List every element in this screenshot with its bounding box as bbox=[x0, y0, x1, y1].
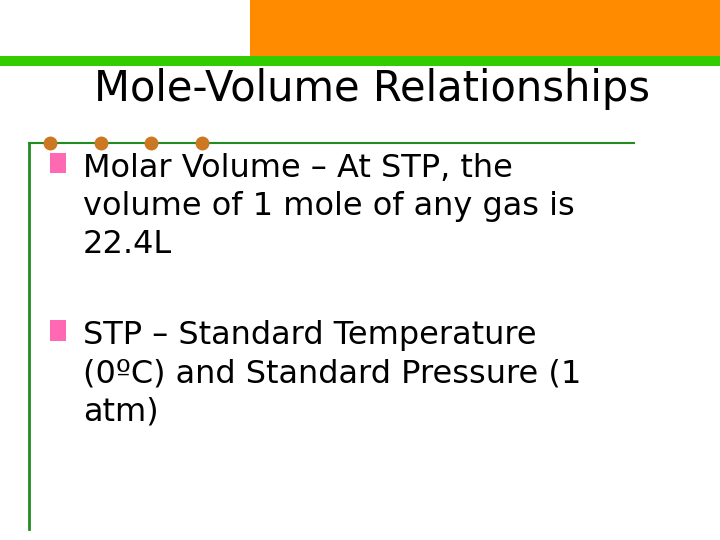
Text: STP – Standard Temperature
(0ºC) and Standard Pressure (1
atm): STP – Standard Temperature (0ºC) and Sta… bbox=[83, 320, 581, 428]
Bar bbox=[250, 0, 720, 60]
Bar bbox=[50, 153, 66, 173]
Text: Molar Volume – At STP, the
volume of 1 mole of any gas is
22.4L: Molar Volume – At STP, the volume of 1 m… bbox=[83, 153, 575, 260]
Bar bbox=[0, 56, 720, 66]
Text: Mole-Volume Relationships: Mole-Volume Relationships bbox=[94, 68, 649, 110]
Bar bbox=[50, 320, 66, 341]
